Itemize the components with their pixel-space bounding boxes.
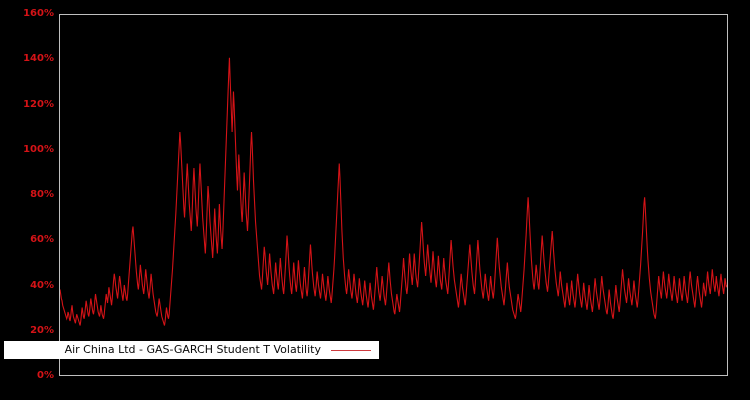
plot-area: [59, 14, 728, 376]
series-line: [60, 57, 727, 326]
y-tick-label: 40%: [30, 279, 54, 291]
legend-line-sample: [331, 349, 371, 351]
y-tick-label: 80%: [30, 189, 54, 200]
y-tick-label: 160%: [23, 8, 54, 19]
y-tick-label: 60%: [30, 234, 54, 246]
volatility-series: [60, 57, 727, 326]
y-tick-label: 0%: [37, 370, 54, 381]
y-tick-label: 140%: [23, 53, 54, 65]
legend-label: Air China Ltd - GAS-GARCH Student T Vola…: [64, 343, 321, 356]
y-tick-label: 100%: [23, 143, 54, 155]
y-axis: 0% 20% 40% 60% 80% 100% 120% 140% 160%: [0, 0, 54, 400]
plot-clip: [60, 15, 727, 375]
legend: Air China Ltd - GAS-GARCH Student T Vola…: [4, 341, 379, 359]
y-tick-label: 120%: [23, 98, 54, 110]
y-tick-label: 20%: [30, 324, 54, 336]
